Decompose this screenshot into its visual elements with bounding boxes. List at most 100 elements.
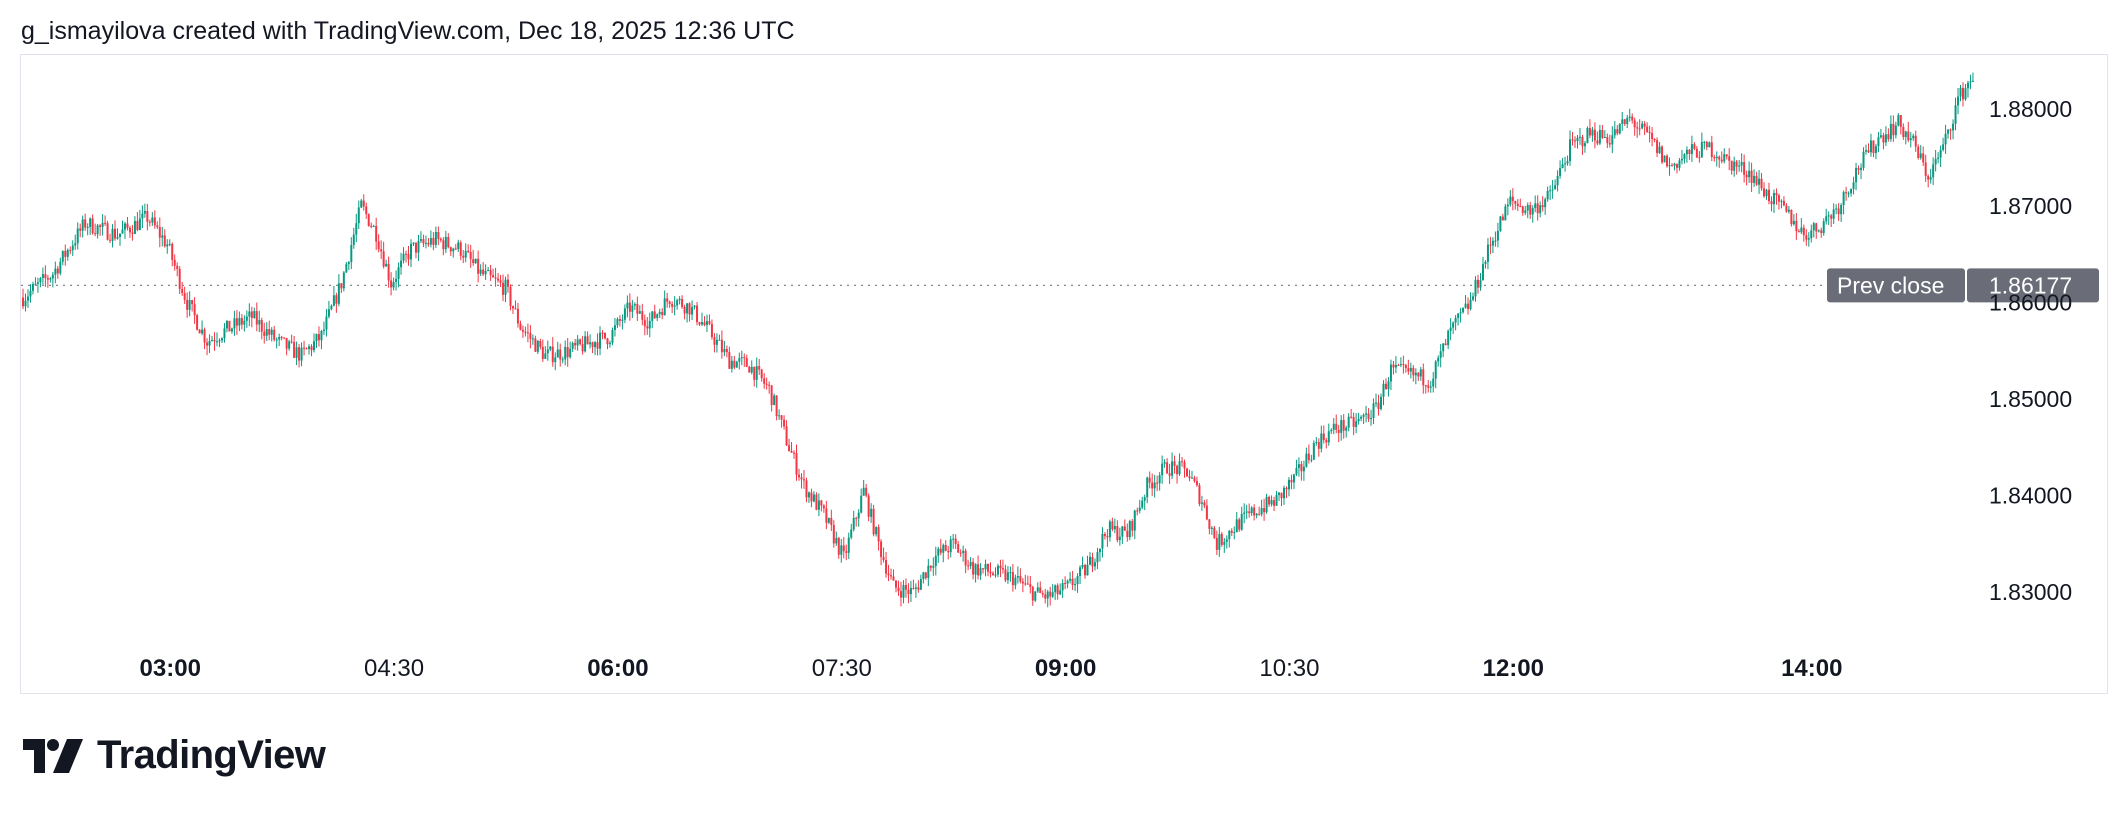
candle-body [203,329,206,343]
candle-body [499,280,502,283]
candle-body [1054,585,1057,593]
candle-body [240,317,243,325]
candle-body [1019,575,1022,582]
candle-body [477,258,480,274]
candle-body [1889,123,1892,140]
candle-body [1745,174,1748,178]
candle-body [1258,513,1261,515]
candle-body [735,361,738,368]
candle-body [1235,519,1238,533]
candle-body [1516,203,1519,207]
candle-body [223,328,226,339]
candle-body [1322,433,1325,441]
candle-body [1275,495,1278,506]
candle-body [715,339,718,345]
candle-body [54,268,57,275]
candle-body [350,245,353,263]
candle-body [126,223,129,228]
candle-body [708,321,711,324]
candle-body [897,587,900,592]
chart-frame[interactable]: Prev close 1.86177 1.88000 1.87000 1.86000… [20,54,2108,694]
candle-body [899,591,902,598]
candle-body [1842,192,1845,206]
candle-body [1847,193,1850,195]
candle-body [1079,567,1082,577]
candle-body [566,346,569,358]
candle-body [265,329,268,336]
candle-body [763,378,766,384]
candle-body [1001,568,1004,570]
candle-body [1792,220,1795,225]
candle-body [1084,565,1087,576]
candle-body [220,338,223,341]
candle-body [1332,423,1335,430]
candle-body [1432,378,1435,387]
candle-body [1377,402,1380,410]
candles-layer [22,72,1974,608]
candle-body [877,527,880,542]
candle-body [1486,244,1489,262]
candle-body [1086,564,1089,576]
candle-body [1205,505,1208,520]
candle-body [1158,475,1161,484]
candle-body [502,282,505,295]
candle-body [96,225,99,235]
candle-body [484,270,487,275]
candle-body [31,284,34,291]
candle-body [233,318,236,329]
candle-body [1626,117,1629,125]
price-chart[interactable]: Prev close 1.86177 1.88000 1.87000 1.86000… [21,55,2107,693]
candle-body [922,572,925,580]
candle-body [101,222,104,227]
candle-body [668,301,671,304]
candle-body [51,274,54,279]
candle-body [526,332,529,334]
candle-body [116,236,119,239]
candle-body [511,306,514,309]
tradingview-brand[interactable]: TradingView [23,733,326,778]
candle-body [534,338,537,352]
candle-body [738,358,741,362]
candle-body [469,251,472,260]
candle-body [860,495,863,513]
candle-body [608,342,611,345]
candle-body [1588,128,1591,136]
candle-body [1932,164,1935,178]
candle-body [569,348,572,358]
candle-body [623,308,626,320]
candle-body [1307,453,1310,461]
candle-body [1330,429,1333,432]
candle-body [320,330,323,341]
candle-body [298,347,301,361]
candle-body [830,517,833,525]
x-tick-label: 04:30 [364,655,424,682]
candle-body [1034,591,1037,601]
candle-body [865,487,868,496]
candle-body [1457,313,1460,318]
candle-body [1613,129,1616,136]
candle-body [1350,416,1353,418]
candle-body [519,323,522,330]
candle-body [1631,116,1634,121]
candle-body [1668,165,1671,167]
candle-body [1765,189,1768,197]
candle-body [663,298,666,316]
candle-body [621,319,624,321]
candle-body [1924,162,1927,177]
candle-body [46,278,49,280]
candle-body [1439,351,1442,358]
candle-body [957,544,960,553]
candle-body [596,342,599,349]
candle-body [977,564,980,576]
candle-body [788,445,791,451]
candle-body [1225,539,1228,542]
candle-body [972,561,975,575]
candle-body [1357,418,1360,422]
candle-body [1912,135,1915,139]
candle-body [1489,244,1492,246]
candle-body [387,263,390,281]
candle-body [295,347,298,358]
candle-body [584,336,587,352]
candle-body [49,278,52,280]
candle-body [850,529,853,538]
